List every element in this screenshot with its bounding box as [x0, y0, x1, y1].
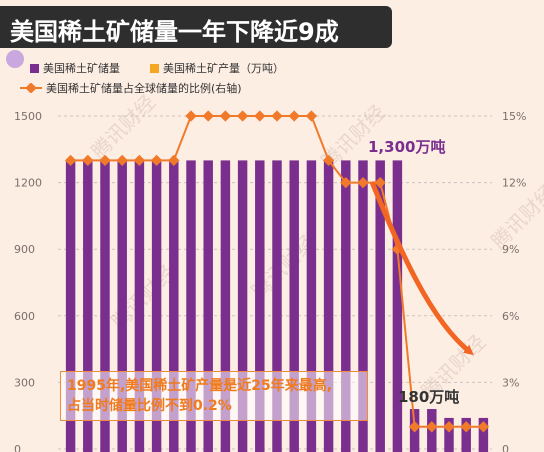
- reserve-bar: [375, 160, 385, 452]
- share-point: [219, 110, 232, 122]
- title-decoration-dot: [6, 50, 24, 68]
- reserve-bar: [461, 417, 471, 452]
- share-point: [374, 176, 386, 189]
- reserve-bar: [220, 160, 231, 452]
- legend-share-swatch: [20, 83, 42, 93]
- reserve-bar: [100, 160, 110, 452]
- reserve-bar: [255, 160, 265, 452]
- reserve-bar: [289, 160, 299, 452]
- share-point: [271, 110, 283, 122]
- left-axis-tick-label: 600: [14, 310, 35, 323]
- reserve-bar: [134, 160, 145, 452]
- share-point: [254, 110, 266, 122]
- legend-production-label: 美国稀土矿产量（万吨）: [163, 62, 284, 75]
- share-point: [288, 110, 300, 122]
- legend-share: 美国稀土矿储量占全球储量的比例(右轴): [20, 80, 242, 96]
- share-point: [426, 421, 438, 433]
- right-axis-tick-label: 3%: [502, 376, 519, 389]
- reserve-bar: [358, 160, 368, 452]
- reserve-bar: [323, 160, 334, 452]
- share-point: [168, 154, 180, 167]
- right-axis-tick-label: 0: [502, 443, 509, 452]
- share-point: [460, 421, 472, 433]
- reserve-bar: [392, 160, 403, 452]
- share-point: [150, 154, 163, 167]
- share-point: [133, 154, 146, 167]
- reserve-bar: [272, 160, 282, 452]
- right-axis-tick-label: 6%: [502, 310, 519, 323]
- annotation-note-line-1: 1995年,美国稀土矿产量是近25年来最高,: [67, 378, 333, 394]
- share-point: [477, 421, 490, 433]
- reserve-bar: [186, 160, 196, 452]
- legend-share-label: 美国稀土矿储量占全球储量的比例(右轴): [46, 82, 242, 95]
- reserve-bar: [83, 160, 93, 452]
- reserve-bar: [306, 160, 317, 452]
- reserve-bar: [203, 160, 213, 452]
- right-axis-tick-label: 12%: [502, 177, 526, 190]
- share-point: [408, 421, 421, 433]
- legend-reserves: 美国稀土矿储量: [30, 60, 120, 76]
- reserve-bar: [341, 160, 351, 452]
- title-bar: 美国稀土矿储量一年下降近9成: [0, 6, 392, 48]
- left-axis-tick-label: 300: [14, 376, 35, 389]
- reserve-bar: [169, 160, 179, 452]
- left-axis-tick-label: 900: [14, 243, 35, 256]
- legend-reserves-label: 美国稀土矿储量: [43, 62, 120, 75]
- share-point: [305, 110, 318, 122]
- share-point: [236, 110, 249, 122]
- left-axis-ticks: 0 300 600 900 1200 1500: [14, 110, 42, 452]
- reserve-bar: [478, 417, 489, 452]
- annotation-high: 1,300万吨: [368, 138, 445, 156]
- reserve-bar: [65, 160, 76, 452]
- right-axis-ticks: 0 3% 6% 9% 12% 15%: [502, 110, 526, 452]
- share-point: [185, 110, 197, 122]
- annotation-low: 180万吨: [398, 388, 459, 406]
- left-axis-tick-label: 1200: [14, 177, 42, 190]
- share-point: [443, 421, 455, 433]
- share-point: [340, 176, 352, 189]
- watermark-text: 腾讯财经: [87, 90, 161, 164]
- legend-reserves-swatch: [30, 63, 39, 73]
- left-axis-tick-label: 1500: [14, 110, 42, 123]
- legend-production: 美国稀土矿产量（万吨）: [150, 60, 284, 76]
- share-point: [357, 176, 369, 189]
- right-axis-tick-label: 15%: [502, 110, 526, 123]
- share-point: [322, 154, 335, 167]
- trend-arrow: [369, 181, 474, 356]
- annotation-note: 1995年,美国稀土矿产量是近25年来最高, 占当时储量比例不到0.2%: [60, 371, 368, 421]
- reserve-bar: [444, 417, 454, 452]
- reserve-bar: [117, 160, 127, 452]
- annotation-note-line-2: 占当时储量比例不到0.2%: [67, 398, 232, 414]
- right-axis-tick-label: 9%: [502, 243, 519, 256]
- reserve-bar: [151, 160, 162, 452]
- legend-production-swatch: [150, 63, 159, 73]
- reserve-bars: [65, 160, 489, 452]
- left-axis-tick-label: 0: [14, 443, 21, 452]
- share-point: [202, 110, 214, 122]
- reserve-bar: [237, 160, 248, 452]
- chart-title: 美国稀土矿储量一年下降近9成: [10, 18, 339, 46]
